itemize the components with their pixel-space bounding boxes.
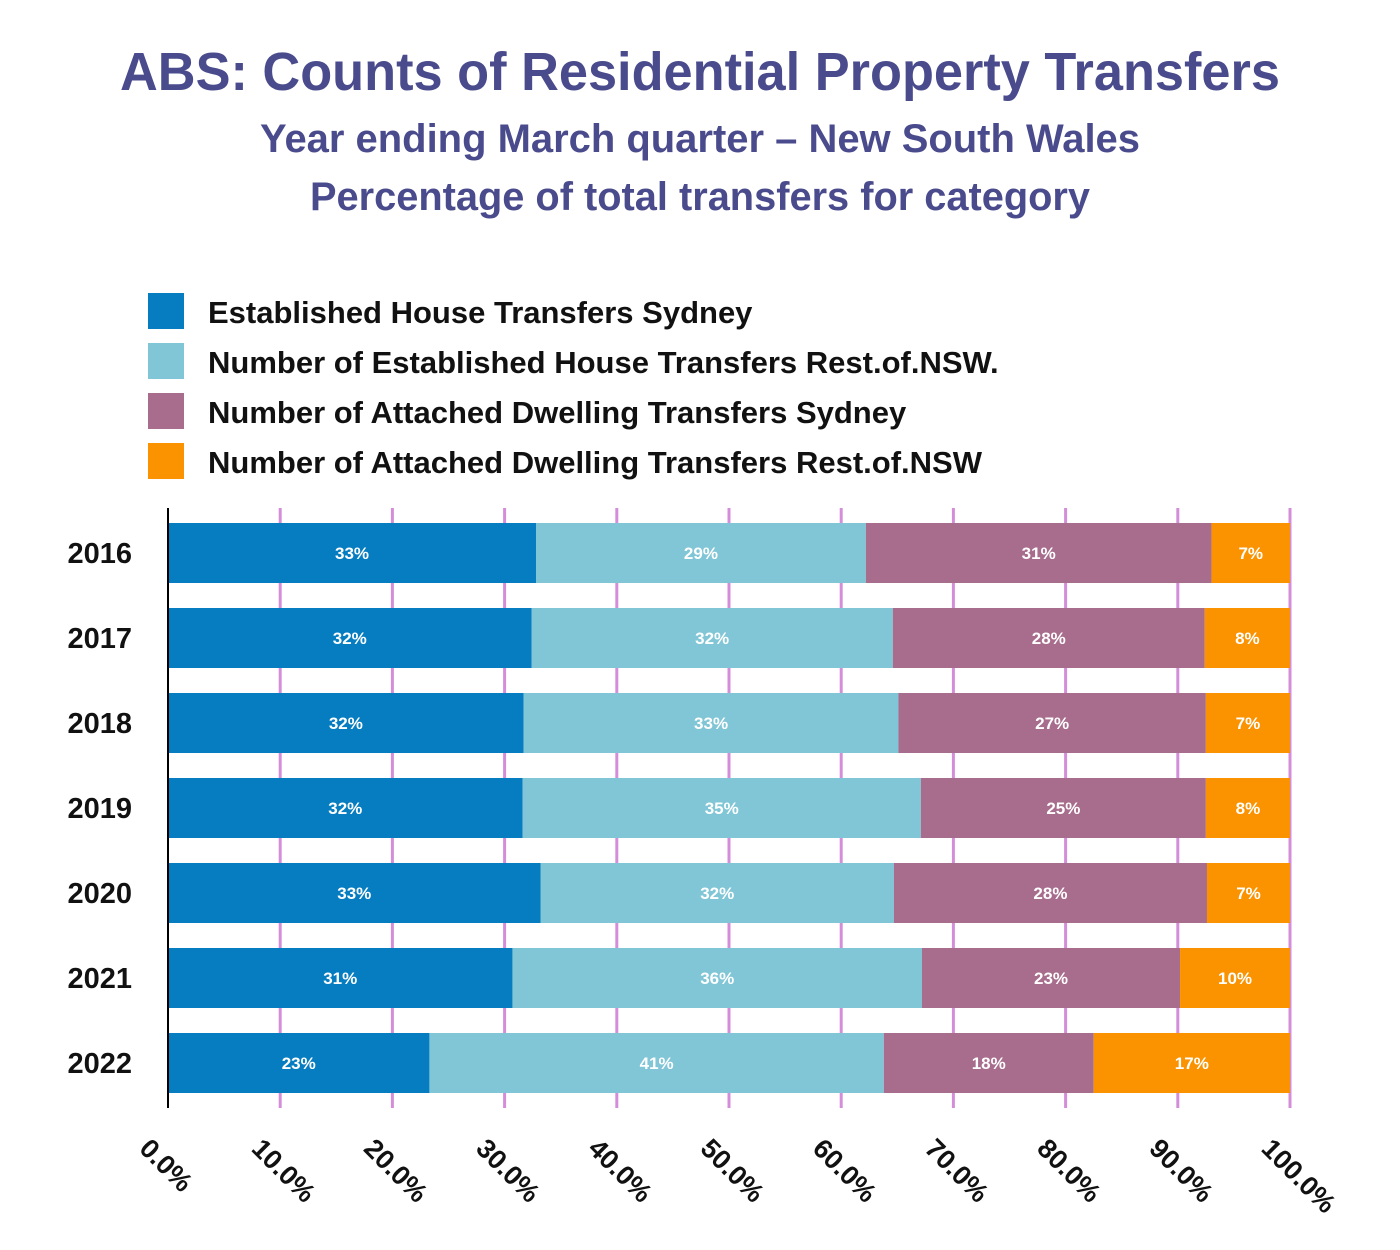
bar-segment bbox=[892, 608, 1205, 668]
data-label: 23% bbox=[1034, 969, 1068, 988]
data-label: 31% bbox=[323, 969, 357, 988]
legend: Established House Transfers Sydney Number… bbox=[148, 293, 999, 480]
bar-segment bbox=[536, 523, 866, 583]
y-tick-label: 2021 bbox=[67, 963, 132, 995]
legend-swatch bbox=[148, 393, 184, 429]
x-tick-label: 80.0% bbox=[1031, 1133, 1106, 1208]
data-label: 31% bbox=[1022, 544, 1056, 563]
legend-swatch bbox=[148, 443, 184, 479]
bar-segment bbox=[883, 1033, 1094, 1093]
bar-segment bbox=[523, 693, 899, 753]
data-label: 33% bbox=[337, 884, 371, 903]
bar-segment bbox=[1180, 948, 1290, 1008]
data-label: 27% bbox=[1035, 714, 1069, 733]
bar-segment bbox=[1205, 693, 1290, 753]
data-label: 36% bbox=[700, 969, 734, 988]
bar-segment bbox=[920, 778, 1206, 838]
bar-segment bbox=[1206, 863, 1290, 923]
x-tick-label: 20.0% bbox=[358, 1133, 433, 1208]
legend-label: Established House Transfers Sydney bbox=[208, 295, 753, 330]
y-tick-label: 2018 bbox=[67, 708, 132, 740]
legend-label: Number of Established House Transfers Re… bbox=[208, 345, 999, 380]
x-tick-label: 0.0% bbox=[134, 1133, 199, 1198]
y-tick-label: 2019 bbox=[67, 793, 132, 825]
bar-segment bbox=[1204, 608, 1290, 668]
y-tick-label: 2022 bbox=[67, 1048, 132, 1080]
data-label: 7% bbox=[1236, 714, 1261, 733]
data-label: 41% bbox=[640, 1054, 674, 1073]
x-tick-label: 100.0% bbox=[1256, 1133, 1342, 1219]
data-label: 25% bbox=[1046, 799, 1080, 818]
data-label: 33% bbox=[335, 544, 369, 563]
data-label: 33% bbox=[694, 714, 728, 733]
data-label: 28% bbox=[1033, 884, 1067, 903]
bars: 2016 33% 29% 31% 7% 2017 32% 32% 28% 8% 2018 32% 33%… bbox=[67, 523, 1290, 1093]
legend-label: Number of Attached Dwelling Transfers Sy… bbox=[208, 395, 907, 430]
x-tick-label: 30.0% bbox=[470, 1133, 545, 1208]
bar-segment bbox=[168, 693, 524, 753]
data-label: 23% bbox=[282, 1054, 316, 1073]
legend-swatch bbox=[148, 293, 184, 329]
y-tick-label: 2016 bbox=[67, 538, 132, 570]
x-tick-label: 50.0% bbox=[695, 1133, 770, 1208]
bar-segment bbox=[522, 778, 921, 838]
legend-swatch bbox=[148, 343, 184, 379]
bar-segment bbox=[1211, 523, 1290, 583]
x-tick-label: 90.0% bbox=[1144, 1133, 1219, 1208]
data-label: 8% bbox=[1236, 799, 1261, 818]
bar-segment bbox=[168, 523, 537, 583]
data-label: 10% bbox=[1218, 969, 1252, 988]
chart-title: ABS: Counts of Residential Property Tran… bbox=[120, 42, 1280, 102]
data-label: 17% bbox=[1175, 1054, 1209, 1073]
bar-segment bbox=[168, 948, 513, 1008]
bar-segment bbox=[168, 863, 541, 923]
bar-segment bbox=[168, 608, 532, 668]
data-label: 7% bbox=[1238, 544, 1263, 563]
x-tick-label: 10.0% bbox=[246, 1133, 321, 1208]
data-label: 7% bbox=[1236, 884, 1261, 903]
x-axis-ticks: 0.0% 10.0% 20.0% 30.0% 40.0% 50.0% 60.0% 70.0% 8… bbox=[134, 1133, 1342, 1219]
bar-segment bbox=[429, 1033, 884, 1093]
bar-segment bbox=[1093, 1033, 1290, 1093]
bar-segment bbox=[921, 948, 1181, 1008]
x-tick-label: 40.0% bbox=[583, 1133, 658, 1208]
legend-label: Number of Attached Dwelling Transfers Re… bbox=[208, 445, 983, 480]
bar-segment bbox=[865, 523, 1212, 583]
data-label: 28% bbox=[1032, 629, 1066, 648]
data-label: 29% bbox=[684, 544, 718, 563]
bar-segment bbox=[168, 1033, 430, 1093]
data-label: 32% bbox=[329, 714, 363, 733]
bar-segment bbox=[512, 948, 922, 1008]
y-tick-label: 2020 bbox=[67, 878, 132, 910]
data-label: 32% bbox=[328, 799, 362, 818]
bar-segment bbox=[1205, 778, 1290, 838]
bar-segment bbox=[531, 608, 893, 668]
x-tick-label: 70.0% bbox=[919, 1133, 994, 1208]
bar-segment bbox=[893, 863, 1207, 923]
bar-segment bbox=[540, 863, 894, 923]
data-label: 32% bbox=[700, 884, 734, 903]
data-label: 32% bbox=[333, 629, 367, 648]
y-tick-label: 2017 bbox=[67, 623, 132, 655]
data-label: 18% bbox=[972, 1054, 1006, 1073]
bar-segment bbox=[898, 693, 1206, 753]
data-label: 32% bbox=[695, 629, 729, 648]
chart-subtitle-2: Percentage of total transfers for catego… bbox=[310, 175, 1091, 219]
chart-subtitle-1: Year ending March quarter – New South Wa… bbox=[260, 117, 1140, 161]
data-label: 8% bbox=[1235, 629, 1260, 648]
data-label: 35% bbox=[705, 799, 739, 818]
bar-segment bbox=[168, 778, 523, 838]
x-tick-label: 60.0% bbox=[807, 1133, 882, 1208]
